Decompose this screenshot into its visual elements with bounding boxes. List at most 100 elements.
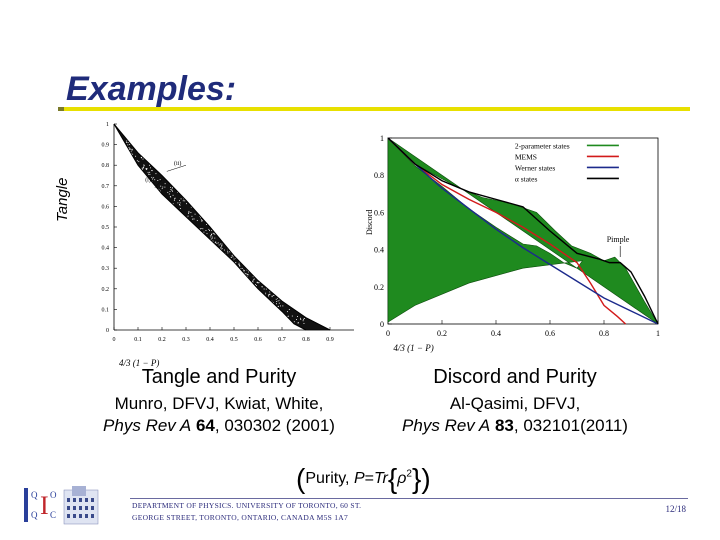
- scatter-point: [164, 183, 166, 185]
- scatter-point: [188, 210, 190, 212]
- scatter-point: [179, 200, 180, 202]
- scatter-point: [128, 147, 130, 149]
- right-x-tick-label: 1: [656, 329, 660, 338]
- scatter-point: [128, 148, 130, 150]
- legend-label: α states: [515, 174, 538, 183]
- scatter-point: [136, 160, 138, 162]
- scatter-point: [170, 189, 172, 190]
- scatter-point: [129, 143, 131, 145]
- scatter-point: [221, 245, 223, 246]
- scatter-point: [177, 202, 179, 204]
- scatter-point: [240, 268, 242, 270]
- scatter-point: [141, 168, 143, 170]
- scatter-point: [242, 269, 244, 271]
- left-y-tick-label: 0.7: [102, 184, 110, 190]
- scatter-point: [253, 279, 255, 281]
- scatter-point: [179, 208, 181, 209]
- footer-rule: [130, 498, 688, 499]
- scatter-point: [141, 167, 143, 169]
- scatter-point: [147, 171, 149, 173]
- left-x-tick-label: 0.1: [134, 337, 142, 343]
- scatter-point: [277, 305, 279, 307]
- scatter-point: [216, 242, 218, 244]
- scatter-point: [187, 215, 189, 217]
- scatter-point: [199, 228, 201, 230]
- scatter-point: [142, 167, 144, 169]
- scatter-point: [220, 243, 222, 245]
- scatter-point: [218, 244, 220, 246]
- scatter-point: [138, 161, 140, 163]
- scatter-point: [273, 302, 274, 304]
- scatter-point: [171, 189, 173, 191]
- scatter-point: [206, 233, 208, 235]
- brace-close: }: [411, 463, 422, 494]
- scatter-point: [179, 204, 180, 205]
- right-xlabel: 4/3 (1 − P): [393, 343, 433, 353]
- scatter-point: [211, 229, 213, 231]
- right-cite-authors: Al-Qasimi, DFVJ,: [449, 394, 581, 413]
- right-y-tick-label: 1: [380, 134, 384, 143]
- scatter-point: [154, 179, 156, 181]
- left-x-tick-label: 0.7: [278, 337, 286, 343]
- left-y-tick-label: 0.4: [102, 246, 110, 252]
- scatter-point: [171, 187, 173, 189]
- footer-line-2: GEORGE STREET, TORONTO, ONTARIO, CANADA …: [132, 513, 349, 522]
- scatter-point: [164, 186, 166, 188]
- scatter-point: [296, 319, 298, 320]
- scatter-point: [275, 298, 277, 300]
- scatter-point: [210, 236, 212, 238]
- scatter-point: [172, 190, 173, 192]
- legend-label: Werner states: [515, 163, 556, 172]
- scatter-point: [238, 262, 240, 264]
- scatter-point: [210, 235, 212, 237]
- scatter-point: [200, 227, 202, 229]
- right-ylabel: Discord: [365, 210, 374, 235]
- left-y-tick-label: 0.1: [102, 307, 110, 313]
- scatter-point: [206, 224, 207, 225]
- left-y-tick-label: 0.5: [102, 225, 110, 231]
- scatter-point: [140, 157, 142, 158]
- tangle-scatter-region: [113, 123, 331, 331]
- scatter-point: [244, 273, 246, 275]
- scatter-point: [202, 228, 204, 230]
- scatter-point: [303, 318, 305, 320]
- right-x-tick-label: 0.2: [437, 329, 447, 338]
- scatter-point: [148, 173, 150, 175]
- scatter-point: [174, 198, 176, 200]
- scatter-point: [211, 233, 212, 235]
- left-x-tick-label: 0.3: [182, 337, 190, 343]
- scatter-point: [278, 302, 280, 304]
- scatter-point: [143, 164, 145, 166]
- annotation-i-pointer: [154, 179, 163, 189]
- left-cite-authors: Munro, DFVJ, Kwiat, White,: [114, 394, 324, 413]
- scatter-point: [157, 180, 159, 181]
- scatter-point: [200, 219, 202, 221]
- scatter-point: [211, 234, 212, 236]
- scatter-point: [151, 170, 153, 171]
- scatter-point: [180, 198, 182, 200]
- scatter-point: [169, 196, 171, 198]
- scatter-point: [300, 319, 302, 320]
- scatter-point: [258, 282, 260, 284]
- discord-purity-chart: 0 0.2 0.4 0.6 0.8 1 0 0.2 0.4 0.6 0.8 1 2-parameter …: [365, 134, 660, 353]
- right-y-tick-label: 0.8: [374, 171, 384, 180]
- scatter-point: [263, 288, 265, 290]
- scatter-point: [179, 202, 181, 204]
- scatter-point: [233, 258, 235, 260]
- scatter-point: [252, 280, 254, 282]
- scatter-point: [252, 281, 254, 283]
- scatter-point: [256, 281, 258, 283]
- left-citation: Munro, DFVJ, Kwiat, White, Phys Rev A 64…: [74, 393, 364, 437]
- scatter-point: [215, 241, 217, 243]
- scatter-point: [126, 140, 128, 142]
- scatter-point: [303, 322, 305, 324]
- scatter-point: [203, 231, 205, 233]
- left-cite-journal: Phys Rev A: [103, 416, 192, 435]
- scatter-point: [265, 288, 267, 290]
- left-cite-volume: 64: [195, 416, 215, 435]
- scatter-point: [245, 273, 247, 275]
- scatter-point: [253, 278, 255, 280]
- scatter-point: [172, 194, 174, 196]
- scatter-point: [279, 299, 281, 301]
- right-citation: Al-Qasimi, DFVJ, Phys Rev A 83, 032101(2…: [370, 393, 660, 437]
